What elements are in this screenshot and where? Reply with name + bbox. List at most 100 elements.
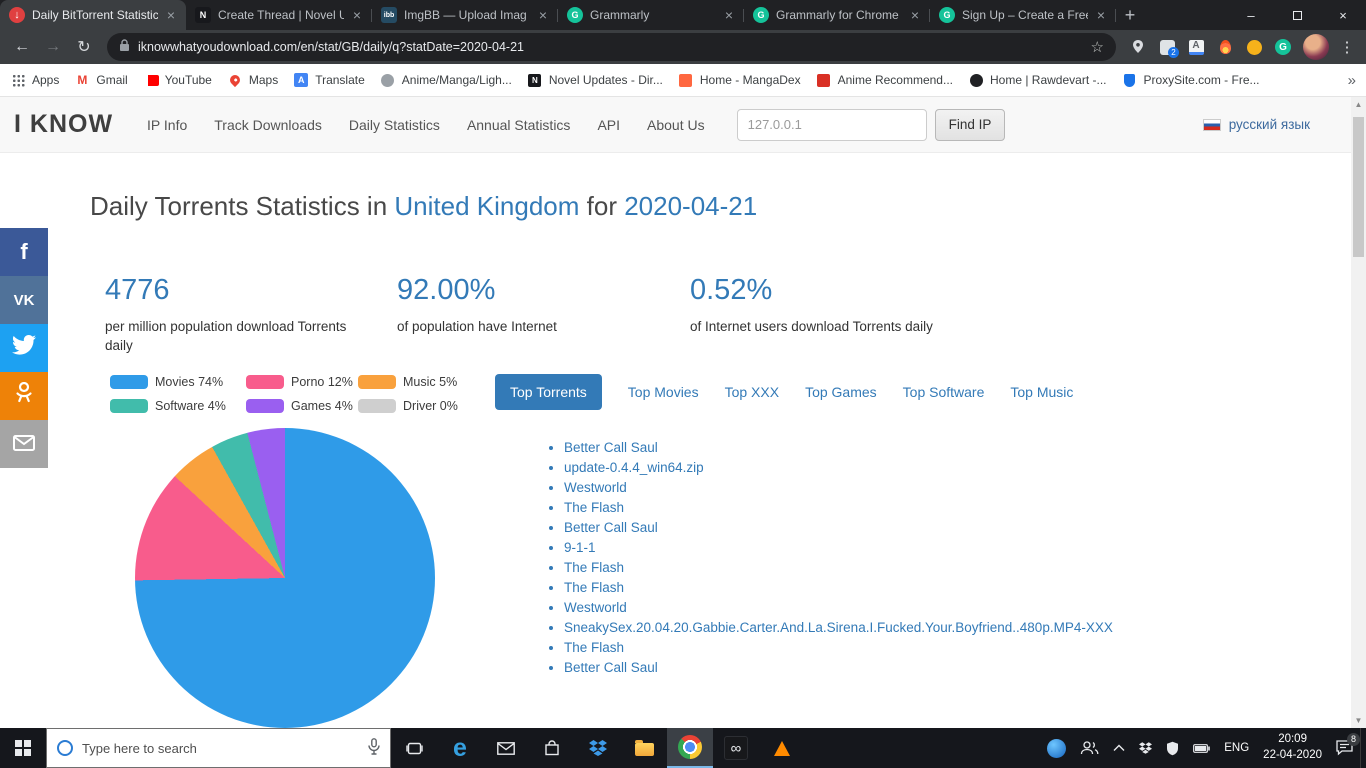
profile-avatar[interactable] [1303,34,1329,60]
taskbar-search[interactable]: Type here to search [46,728,391,768]
tray-blue-circle-icon[interactable] [1040,728,1073,768]
tab-top-games[interactable]: Top Games [805,384,877,400]
language-switch[interactable]: русский язык [1202,117,1310,132]
scroll-up-arrow[interactable]: ▲ [1354,100,1363,109]
chrome-taskbar-icon[interactable] [667,728,713,768]
url-text[interactable]: iknowwhatyoudownload.com/en/stat/GB/dail… [138,40,524,54]
torrent-link[interactable]: Westworld [564,598,1113,618]
forward-button[interactable]: → [45,38,61,55]
amber-extension-icon[interactable] [1241,34,1267,60]
bookmarks-overflow-chevron[interactable]: » [1341,64,1356,96]
browser-tab-grammarly[interactable]: G Grammarly × [558,0,744,30]
email-share-button[interactable] [0,420,48,468]
file-explorer-taskbar-icon[interactable] [621,728,667,768]
close-window-button[interactable]: × [1320,0,1366,30]
nav-annual-statistics[interactable]: Annual Statistics [466,116,571,133]
taskbar-clock[interactable]: 20:09 22-04-2020 [1256,728,1329,768]
bookmark-star-icon[interactable]: ☆ [1090,39,1104,56]
site-logo[interactable]: I KNOW [14,110,114,138]
back-button[interactable]: ← [14,38,30,55]
scroll-down-arrow[interactable]: ▼ [1354,716,1363,725]
mail-taskbar-icon[interactable] [483,728,529,768]
browser-tab-active[interactable]: ↓ Daily BitTorrent Statistic × [0,0,186,30]
translate-extension-icon[interactable]: A [1183,34,1209,60]
odnoklassniki-share-button[interactable] [0,372,48,420]
nav-about-us[interactable]: About Us [647,116,705,133]
bookmark-maps[interactable]: Maps [227,72,278,88]
vlc-taskbar-icon[interactable] [759,728,805,768]
tab-top-software[interactable]: Top Software [902,384,985,400]
torrent-link[interactable]: 9-1-1 [564,538,1113,558]
vk-share-button[interactable]: VK [0,276,48,324]
dropbox-tray-icon[interactable] [1132,728,1159,768]
bookmark-anime-recommend[interactable]: Anime Recommend... [816,72,953,88]
tray-expand-chevron-icon[interactable] [1106,728,1132,768]
tab-top-xxx[interactable]: Top XXX [724,384,780,400]
grammarly-extension-icon[interactable]: G [1270,34,1296,60]
address-bar[interactable]: iknowwhatyoudownload.com/en/stat/GB/dail… [107,33,1116,61]
torrent-link[interactable]: Better Call Saul [564,518,1113,538]
torrent-link[interactable]: Westworld [564,478,1113,498]
facebook-share-button[interactable]: f [0,228,48,276]
maximize-button[interactable] [1274,0,1320,30]
torrent-link[interactable]: The Flash [564,578,1113,598]
action-center-button[interactable]: 8 [1329,728,1360,768]
nav-daily-statistics[interactable]: Daily Statistics [348,116,440,133]
tab-close-icon[interactable]: × [910,7,919,23]
start-button[interactable] [0,728,46,768]
show-desktop-strip[interactable] [1360,728,1366,768]
tab-close-icon[interactable]: × [538,7,547,23]
page-scrollbar[interactable]: ▲ ▼ [1351,97,1366,728]
tab-top-music[interactable]: Top Music [1010,384,1074,400]
bookmark-anime-manga[interactable]: Anime/Manga/Ligh... [380,72,512,88]
bookmark-gmail[interactable]: M Gmail [74,72,127,88]
find-ip-button[interactable]: Find IP [934,108,1006,141]
torrent-link[interactable]: Better Call Saul [564,658,1113,678]
tab-top-torrents[interactable]: Top Torrents [495,374,602,410]
refresh-button[interactable]: ↻ [77,39,91,56]
browser-tab-imgbb[interactable]: ibb ImgBB — Upload Imag × [372,0,558,30]
task-view-button[interactable] [391,728,437,768]
tab-close-icon[interactable]: × [352,7,361,23]
badge-extension-icon[interactable]: 2 [1154,34,1180,60]
tab-close-icon[interactable]: × [166,7,175,23]
tab-top-movies[interactable]: Top Movies [627,384,699,400]
infinity-app-taskbar-icon[interactable]: ∞ [713,728,759,768]
battery-icon[interactable] [1186,728,1217,768]
bookmark-mangadex[interactable]: Home - MangaDex [678,72,801,88]
bookmark-rawdevart[interactable]: Home | Rawdevart -... [968,72,1106,88]
scrollbar-thumb[interactable] [1353,117,1364,257]
tab-close-icon[interactable]: × [724,7,733,23]
flame-extension-icon[interactable] [1212,34,1238,60]
torrent-link[interactable]: Better Call Saul [564,438,1113,458]
defender-shield-icon[interactable] [1159,728,1186,768]
bookmark-apps[interactable]: Apps [10,72,59,88]
people-icon[interactable] [1073,728,1106,768]
new-tab-button[interactable]: + [1124,4,1136,25]
bookmark-proxysite[interactable]: ProxySite.com - Fre... [1121,72,1260,88]
nav-api[interactable]: API [597,116,621,133]
bookmark-translate[interactable]: A Translate [293,72,365,88]
browser-menu-icon[interactable]: ⋮ [1339,39,1355,56]
torrent-link[interactable]: SneakySex.20.04.20.Gabbie.Carter.And.La.… [564,618,1113,638]
browser-tab-novel-updates[interactable]: N Create Thread | Novel U × [186,0,372,30]
location-extension-icon[interactable] [1125,34,1151,60]
nav-ip-info[interactable]: IP Info [147,116,188,133]
edge-taskbar-icon[interactable]: e [437,728,483,768]
torrent-link[interactable]: The Flash [564,498,1113,518]
tab-close-icon[interactable]: × [1096,7,1105,23]
microphone-icon[interactable] [368,738,380,758]
minimize-button[interactable]: – [1228,0,1274,30]
torrent-link[interactable]: The Flash [564,638,1113,658]
browser-tab-grammarly-chrome[interactable]: G Grammarly for Chrome × [744,0,930,30]
torrent-link[interactable]: update-0.4.4_win64.zip [564,458,1113,478]
language-indicator[interactable]: ENG [1224,742,1250,754]
store-taskbar-icon[interactable] [529,728,575,768]
bookmark-youtube[interactable]: YouTube [142,72,212,88]
bookmark-novel-updates[interactable]: N Novel Updates - Dir... [527,72,663,88]
browser-tab-signup[interactable]: G Sign Up – Create a Free × [930,0,1116,30]
dropbox-taskbar-icon[interactable] [575,728,621,768]
ip-input[interactable] [736,108,927,141]
nav-track-downloads[interactable]: Track Downloads [214,116,322,133]
torrent-link[interactable]: The Flash [564,558,1113,578]
